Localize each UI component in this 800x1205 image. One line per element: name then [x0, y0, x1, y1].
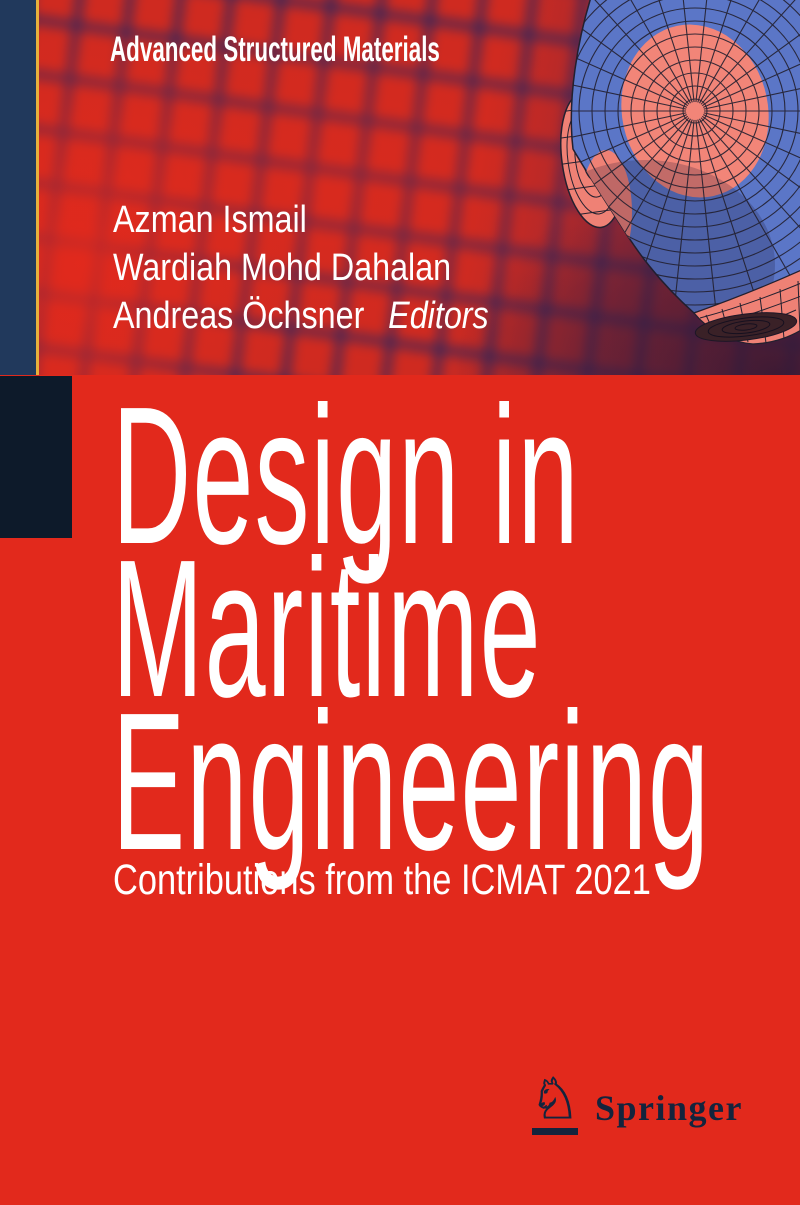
mesh-top-patch [621, 24, 769, 198]
book-title: Design in Maritime Engineering [112, 366, 800, 891]
mesh-nozzle-bottom [692, 270, 800, 345]
publisher-wordmark: Springer [595, 1088, 744, 1128]
spine-gold-line [36, 0, 39, 375]
knight-chess-glyph: ♘ [529, 1067, 581, 1132]
title-line: Maritime [112, 519, 542, 738]
left-dark-accent-block [0, 376, 72, 538]
editor-name-with-role: Andreas Öchsner Editors [113, 292, 489, 340]
springer-knight-icon: ♘ [528, 1067, 582, 1135]
cover-photo-banner: Advanced Structured Materials Azman Isma… [0, 0, 800, 375]
series-title: Advanced Structured Materials [110, 30, 440, 69]
knight-base-bar [532, 1128, 578, 1135]
title-line: Design in [112, 366, 580, 585]
finite-element-sphere-graphic [553, 0, 800, 345]
book-subtitle: Contributions from the ICMAT 2021 [113, 856, 651, 904]
publisher-logo: ♘ Springer [528, 1067, 744, 1135]
title-line: Engineering [112, 672, 711, 891]
spine-navy-bar [0, 0, 36, 375]
editors-block: Azman Ismail Wardiah Mohd Dahalan Andrea… [113, 196, 555, 340]
editors-role-label: Editors [388, 295, 489, 337]
editor-name: Andreas Öchsner [113, 295, 365, 337]
editor-name: Azman Ismail [113, 199, 307, 241]
editor-name: Wardiah Mohd Dahalan [113, 247, 452, 289]
